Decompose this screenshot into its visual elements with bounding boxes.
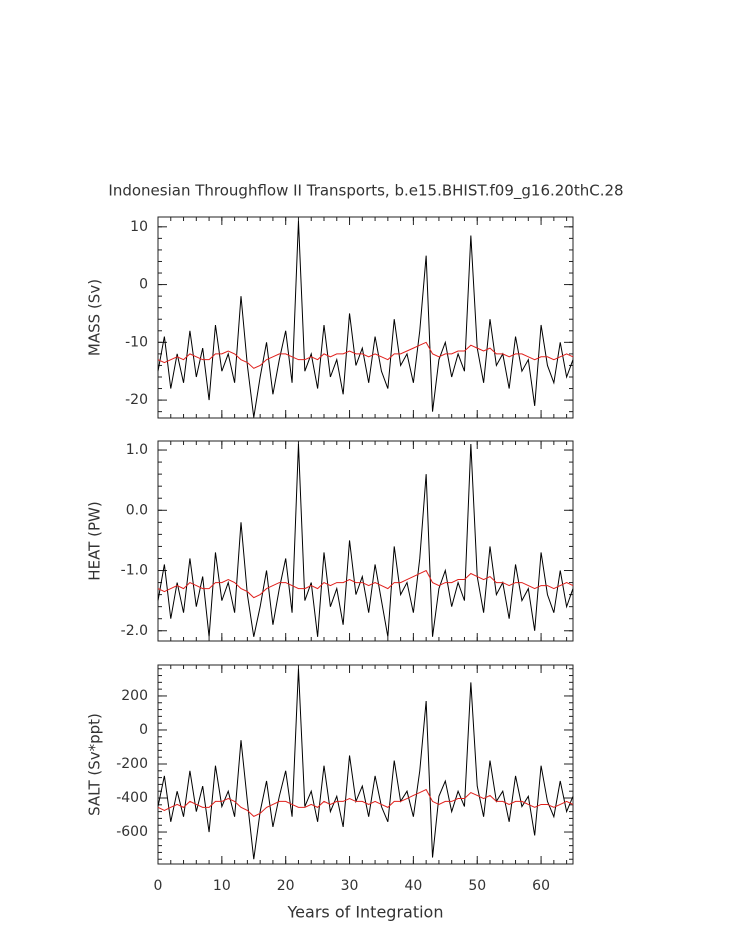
plot-frame	[157, 664, 574, 865]
y-axis-label: MASS (Sv)	[86, 279, 104, 356]
x-tick-label: 30	[341, 878, 359, 894]
x-tick-label: 60	[532, 878, 550, 894]
y-tick-label: -10	[125, 334, 148, 350]
y-tick-label: 1.0	[126, 442, 148, 458]
y-tick-label: 0.0	[126, 502, 148, 518]
y-tick-label: 0	[139, 277, 148, 293]
y-tick-label: -600	[116, 824, 148, 840]
y-tick-label: -400	[116, 790, 148, 806]
data-line	[157, 443, 574, 637]
y-tick-label: 200	[121, 688, 148, 704]
data-line	[157, 788, 574, 817]
y-tick-label: -1.0	[121, 563, 148, 579]
data-line	[157, 221, 574, 418]
x-axis-label: Years of Integration	[287, 903, 444, 922]
data-line	[157, 341, 574, 369]
data-line	[157, 569, 574, 599]
y-tick-label: 10	[130, 219, 148, 235]
plot-frame	[157, 216, 574, 419]
x-tick-label: 40	[404, 878, 422, 894]
x-tick-label: 10	[213, 878, 231, 894]
y-tick-label: 0	[139, 722, 148, 738]
x-tick-label: 50	[468, 878, 486, 894]
x-tick-label: 20	[277, 878, 295, 894]
data-line	[157, 668, 574, 860]
y-axis-label: SALT (Sv*ppt)	[86, 713, 104, 816]
y-tick-label: -2.0	[121, 623, 148, 639]
chart-title: Indonesian Throughflow II Transports, b.…	[108, 182, 623, 201]
y-axis-label: HEAT (PW)	[86, 501, 104, 580]
y-tick-label: -200	[116, 756, 148, 772]
y-tick-label: -20	[125, 392, 148, 408]
x-tick-label: 0	[154, 878, 163, 894]
plot-frame	[157, 440, 574, 642]
